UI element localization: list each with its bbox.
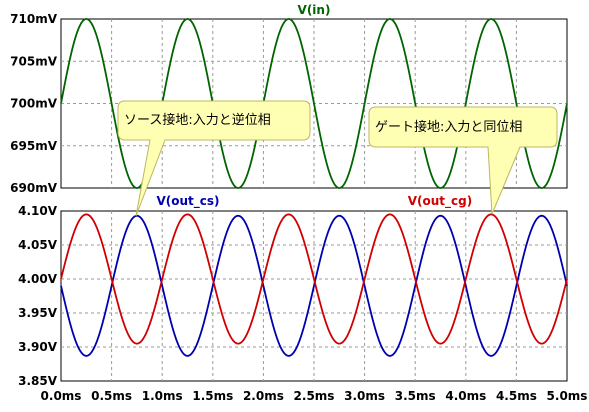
y-tick-label: 3.95V [18, 306, 58, 320]
x-tick-label: 2.0ms [243, 389, 284, 403]
callout-common-gate-text: ゲート接地:入力と同位相 [375, 119, 522, 135]
y-tick-label: 4.00V [18, 272, 58, 286]
callout-common-source-bubble [117, 100, 311, 217]
bottom-plot: 3.85V 3.90V 3.95V 4.00V 4.05V 4.10V 0.0ms 0.5m… [18, 194, 587, 403]
y-tick-label: 705mV [10, 54, 58, 68]
top-plot: 690mV 695mV 700mV 705mV 710mV V(in) [10, 3, 568, 195]
x-tick-label: 0.0ms [41, 389, 82, 403]
x-tick-label: 2.5ms [294, 389, 335, 403]
x-axis-ticks: 0.0ms 0.5ms 1.0ms 1.5ms 2.0ms 2.5ms 3.0ms 3.5ms… [41, 389, 588, 403]
callout-common-source: ソース接地:入力と逆位相 [117, 100, 311, 217]
y-tick-label: 690mV [10, 181, 58, 195]
callout-common-gate-bubble [368, 106, 558, 215]
y-tick-label: 4.10V [18, 204, 58, 218]
legend-out-cg: V(out_cg) [408, 194, 472, 209]
x-tick-label: 0.5ms [91, 389, 132, 403]
x-tick-label: 4.0ms [445, 389, 486, 403]
callout-common-source-text: ソース接地:入力と逆位相 [124, 112, 271, 128]
top-plot-title: V(in) [298, 3, 331, 17]
series-line-v-out-cs [60, 214, 568, 357]
y-tick-label: 3.90V [18, 340, 58, 354]
y-tick-label: 700mV [10, 97, 58, 111]
bottom-plot-y-ticks: 3.85V 3.90V 3.95V 4.00V 4.05V 4.10V [18, 204, 58, 388]
y-tick-label: 695mV [10, 139, 58, 153]
x-tick-label: 4.5ms [496, 389, 537, 403]
x-tick-label: 5.0ms [547, 389, 588, 403]
x-tick-label: 3.5ms [395, 389, 436, 403]
x-tick-label: 3.0ms [344, 389, 385, 403]
y-tick-label: 3.85V [18, 374, 58, 388]
legend-out-cs: V(out_cs) [156, 194, 219, 209]
y-tick-label: 710mV [10, 12, 58, 26]
series-line-v-out-cg [60, 213, 568, 345]
top-plot-y-ticks: 690mV 695mV 700mV 705mV 710mV [10, 12, 58, 195]
bottom-plot-series [60, 213, 568, 357]
x-tick-label: 1.5ms [192, 389, 233, 403]
y-tick-label: 4.05V [18, 238, 58, 252]
callout-common-gate: ゲート接地:入力と同位相 [368, 106, 558, 215]
x-tick-label: 1.0ms [142, 389, 183, 403]
